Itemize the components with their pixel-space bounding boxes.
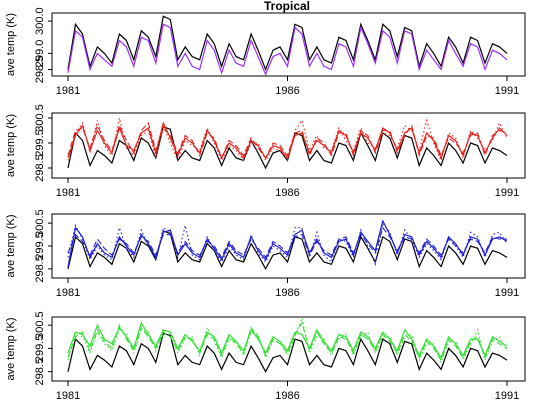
panel-frame: [51, 112, 526, 179]
y-axis-label: ave temp (K): [5, 318, 17, 381]
x-tick-label: 1991: [495, 287, 519, 299]
figure-title: Tropical: [264, 0, 310, 13]
y-tick-label: 298.5: [34, 56, 46, 84]
series-line-4: [67, 221, 508, 267]
y-tick-label: 300.5: [34, 104, 46, 132]
x-tick-label: 1991: [495, 187, 519, 199]
y-tick-label: 299.5: [34, 335, 46, 363]
y-tick-label: 300.5: [34, 209, 46, 237]
x-tick-label: 1986: [275, 390, 299, 402]
series-line-3: [67, 226, 507, 259]
y-tick-label: 299.5: [34, 232, 46, 260]
x-tick-label: 1986: [275, 85, 299, 97]
series-line-2: [67, 219, 508, 267]
y-tick-label: 298.5: [34, 358, 46, 386]
x-tick-label: 1991: [495, 85, 519, 97]
y-tick-label: 298.5: [34, 255, 46, 283]
series-line-2: [67, 23, 508, 76]
series-line-3: [67, 321, 508, 362]
y-tick-label: 299.0: [34, 40, 46, 68]
x-tick-label: 1991: [495, 390, 519, 402]
y-tick-label: 299.5: [34, 129, 46, 157]
panel-frame: [51, 12, 526, 77]
series-line-1: [67, 126, 508, 170]
y-axis-label: ave temp (K): [5, 215, 17, 278]
y-tick-label: 300.5: [34, 311, 46, 339]
series-line-4: [67, 316, 508, 364]
y-tick-label: 300.0: [34, 7, 46, 35]
x-tick-label: 1986: [275, 287, 299, 299]
series-line-3: [67, 121, 508, 160]
x-tick-label: 1981: [56, 390, 80, 402]
x-tick-label: 1981: [56, 287, 80, 299]
series-line-1: [67, 230, 508, 271]
series-line-1: [67, 15, 508, 72]
x-tick-label: 1981: [56, 187, 80, 199]
y-tick-label: 298.5: [34, 154, 46, 182]
series-line-2: [67, 121, 508, 160]
x-tick-label: 1981: [56, 85, 80, 97]
series-line-1: [67, 332, 508, 373]
y-axis-label: ave temp (K): [5, 114, 17, 177]
x-tick-label: 1986: [275, 187, 299, 199]
series-line-4: [67, 117, 508, 163]
y-axis-label: ave temp (K): [5, 13, 17, 76]
panel-frame: [51, 316, 526, 382]
series-line-2: [67, 321, 508, 360]
